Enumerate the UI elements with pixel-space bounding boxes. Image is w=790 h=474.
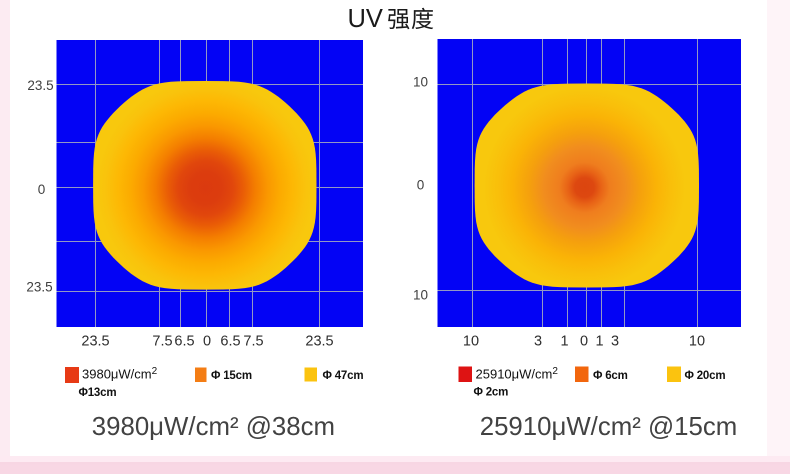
svg-text:Φ 15cm: Φ 15cm xyxy=(211,370,252,382)
svg-text:0: 0 xyxy=(203,334,211,350)
svg-text:23.5: 23.5 xyxy=(81,334,109,350)
svg-text:7.5: 7.5 xyxy=(152,334,172,350)
svg-text:1: 1 xyxy=(595,334,603,350)
svg-text:3: 3 xyxy=(611,334,619,350)
svg-text:7.5: 7.5 xyxy=(243,334,263,350)
svg-text:UV: UV xyxy=(348,5,383,33)
svg-text:1: 1 xyxy=(560,334,568,350)
svg-text:Φ13cm: Φ13cm xyxy=(79,387,117,399)
svg-text:10: 10 xyxy=(689,334,705,350)
svg-text:6.5: 6.5 xyxy=(220,334,240,350)
svg-text:3: 3 xyxy=(534,334,542,350)
svg-text:0: 0 xyxy=(580,334,588,350)
svg-text:6.5: 6.5 xyxy=(174,334,194,350)
svg-text:Φ 6cm: Φ 6cm xyxy=(593,370,628,382)
svg-text:23.5: 23.5 xyxy=(26,280,52,295)
svg-text:10: 10 xyxy=(413,288,428,303)
svg-text:0: 0 xyxy=(417,178,425,193)
svg-text:Φ 2cm: Φ 2cm xyxy=(474,387,509,399)
svg-text:Φ 20cm: Φ 20cm xyxy=(685,370,726,382)
svg-text:10: 10 xyxy=(413,75,428,90)
svg-text:0: 0 xyxy=(38,182,46,197)
svg-text:25910μW/cm2: 25910μW/cm2 xyxy=(476,366,559,382)
svg-text:25910μW/cm² @15cm: 25910μW/cm² @15cm xyxy=(480,413,738,441)
svg-text:3980μW/cm² @38cm: 3980μW/cm² @38cm xyxy=(92,413,335,441)
svg-text:10: 10 xyxy=(463,334,479,350)
svg-text:23.5: 23.5 xyxy=(305,334,333,350)
svg-text:Φ 47cm: Φ 47cm xyxy=(323,370,364,382)
svg-text:23.5: 23.5 xyxy=(27,78,53,93)
svg-text:3980μW/cm2: 3980μW/cm2 xyxy=(82,366,158,382)
